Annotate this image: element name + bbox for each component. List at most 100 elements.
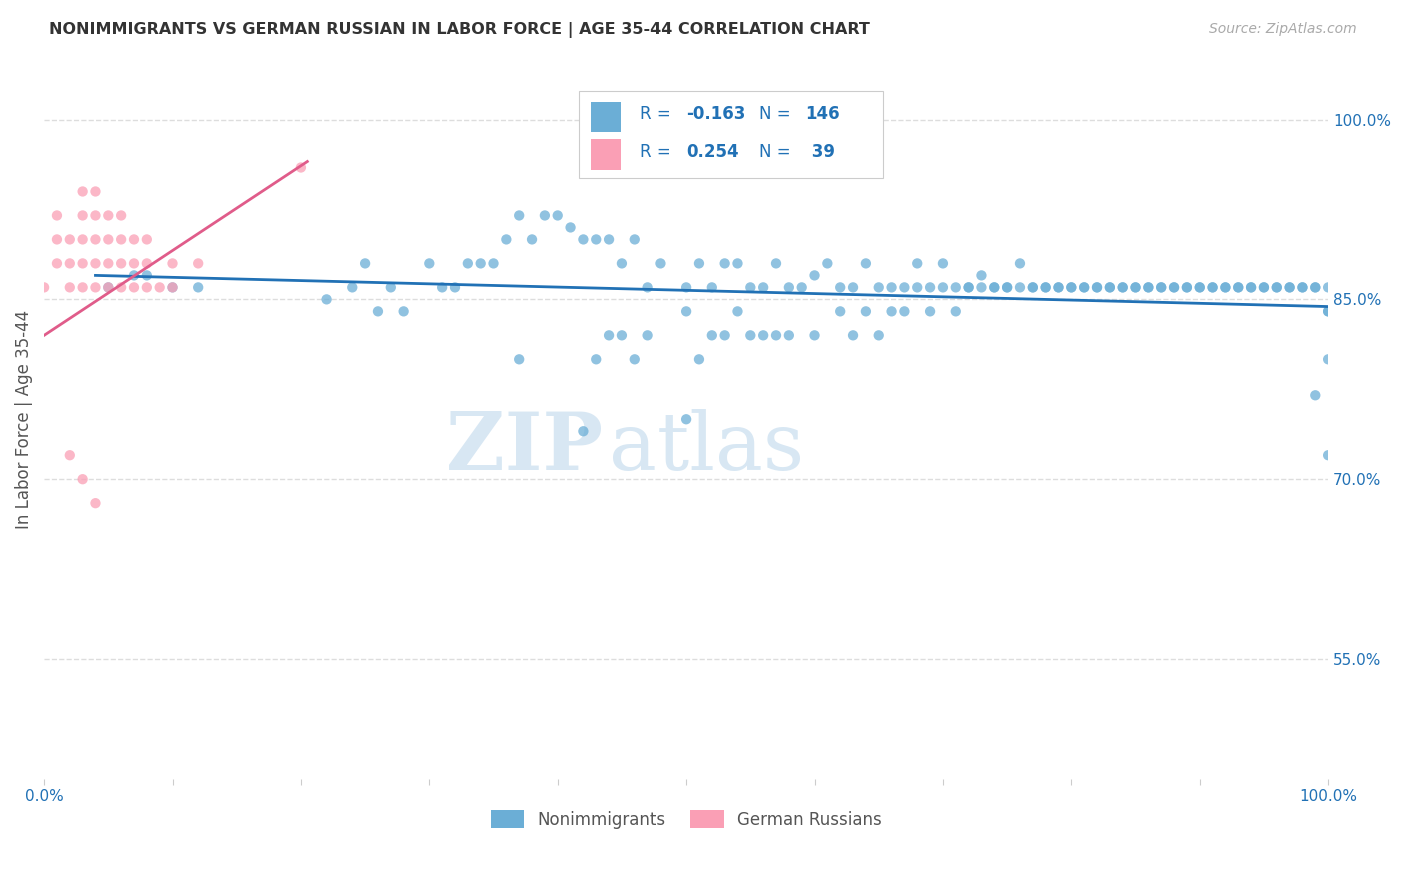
Point <box>1085 280 1108 294</box>
Point <box>983 280 1005 294</box>
Point <box>995 280 1018 294</box>
Point <box>868 280 890 294</box>
Point <box>122 280 145 294</box>
Point <box>1317 280 1340 294</box>
Point <box>1175 280 1198 294</box>
Point <box>354 256 377 270</box>
Point <box>778 328 800 343</box>
Point <box>110 256 132 270</box>
Point <box>932 280 955 294</box>
Point <box>72 232 94 246</box>
Point <box>1085 280 1108 294</box>
Point <box>59 280 82 294</box>
Point <box>688 256 710 270</box>
Point <box>84 209 107 223</box>
Point <box>1098 280 1121 294</box>
Point <box>46 256 69 270</box>
Point <box>1201 280 1223 294</box>
Point <box>1022 280 1045 294</box>
Point <box>470 256 492 270</box>
Point <box>765 328 787 343</box>
Point <box>1278 280 1301 294</box>
Point <box>1253 280 1275 294</box>
Point <box>637 280 659 294</box>
Point <box>905 280 928 294</box>
Point <box>598 232 620 246</box>
Point <box>572 424 595 438</box>
Point <box>1317 448 1340 462</box>
Point <box>1035 280 1057 294</box>
Point <box>135 268 157 283</box>
Point <box>623 352 645 367</box>
Point <box>1112 280 1135 294</box>
Text: atlas: atlas <box>609 409 804 487</box>
Point <box>1175 280 1198 294</box>
Point <box>855 304 877 318</box>
Point <box>72 256 94 270</box>
Point <box>803 268 825 283</box>
Text: R =: R = <box>640 105 676 123</box>
Point <box>1150 280 1173 294</box>
Point <box>815 256 838 270</box>
Point <box>1022 280 1045 294</box>
Point <box>868 328 890 343</box>
Point <box>650 256 672 270</box>
Point <box>1303 388 1326 402</box>
Point <box>842 280 865 294</box>
Point <box>1317 304 1340 318</box>
Point <box>84 280 107 294</box>
Point <box>110 209 132 223</box>
Point <box>72 185 94 199</box>
Point <box>380 280 402 294</box>
Text: 146: 146 <box>806 105 841 123</box>
Point <box>1112 280 1135 294</box>
Point <box>392 304 415 318</box>
Point <box>110 280 132 294</box>
Point <box>740 328 762 343</box>
Point <box>995 280 1018 294</box>
Point <box>508 209 530 223</box>
Point <box>162 256 184 270</box>
Point <box>418 256 440 270</box>
Point <box>367 304 389 318</box>
Point <box>97 256 120 270</box>
Point <box>675 412 697 426</box>
Point <box>1098 280 1121 294</box>
Point <box>84 256 107 270</box>
Point <box>688 352 710 367</box>
Point <box>598 328 620 343</box>
Text: ZIP: ZIP <box>446 409 603 487</box>
Point <box>97 209 120 223</box>
Point <box>1215 280 1237 294</box>
Point <box>752 280 775 294</box>
Legend: Nonimmigrants, German Russians: Nonimmigrants, German Russians <box>484 804 889 835</box>
Point <box>46 209 69 223</box>
Y-axis label: In Labor Force | Age 35-44: In Labor Force | Age 35-44 <box>15 310 32 529</box>
Point <box>1073 280 1095 294</box>
Point <box>97 280 120 294</box>
Point <box>893 304 915 318</box>
Point <box>778 280 800 294</box>
Point <box>1188 280 1211 294</box>
Point <box>342 280 364 294</box>
Point <box>803 328 825 343</box>
Point <box>59 256 82 270</box>
Point <box>1317 304 1340 318</box>
Point <box>84 232 107 246</box>
Point <box>945 280 967 294</box>
Point <box>72 280 94 294</box>
Point <box>122 232 145 246</box>
Point <box>444 280 467 294</box>
Point <box>945 304 967 318</box>
Point <box>547 209 569 223</box>
Point <box>1150 280 1173 294</box>
Point <box>830 280 852 294</box>
Point <box>1253 280 1275 294</box>
Point <box>1125 280 1147 294</box>
Point <box>1265 280 1288 294</box>
Point <box>1163 280 1185 294</box>
Point <box>430 280 453 294</box>
Point <box>290 161 312 175</box>
Point <box>560 220 582 235</box>
Text: 0.254: 0.254 <box>686 143 738 161</box>
